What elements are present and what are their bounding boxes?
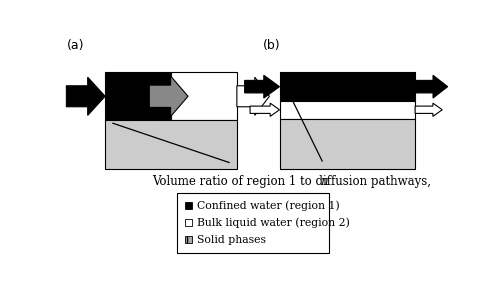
Text: (a): (a) <box>66 39 84 52</box>
Bar <box>185 236 192 243</box>
Text: Volume ratio of region 1 to diffusion pathways,: Volume ratio of region 1 to diffusion pa… <box>152 175 435 188</box>
Polygon shape <box>250 103 280 116</box>
Bar <box>280 73 415 101</box>
Polygon shape <box>415 75 448 98</box>
Polygon shape <box>415 103 442 116</box>
Bar <box>105 73 171 120</box>
Bar <box>185 202 192 209</box>
Bar <box>280 101 415 118</box>
Text: n: n <box>320 175 328 188</box>
Text: Bulk liquid water (region 2): Bulk liquid water (region 2) <box>196 217 350 228</box>
Polygon shape <box>150 76 188 116</box>
Bar <box>185 219 192 226</box>
Bar <box>177 193 329 253</box>
Text: (b): (b) <box>262 39 280 52</box>
Polygon shape <box>237 77 270 115</box>
Bar <box>280 118 415 169</box>
Text: Solid phases: Solid phases <box>196 235 266 244</box>
Text: Confined water (region 1): Confined water (region 1) <box>196 200 340 211</box>
Bar <box>171 73 237 120</box>
Polygon shape <box>66 77 105 115</box>
Bar <box>105 120 237 169</box>
Polygon shape <box>244 75 280 98</box>
